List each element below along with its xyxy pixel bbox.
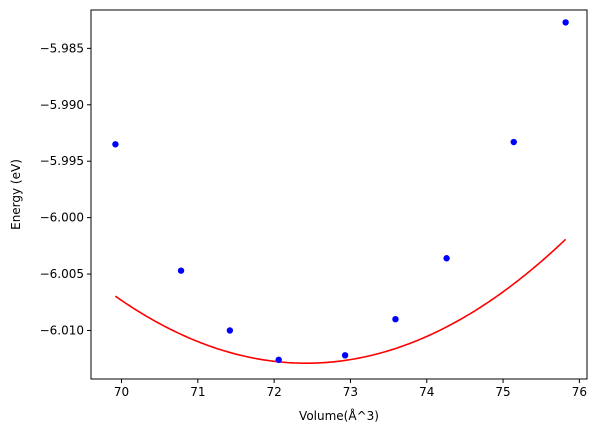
fit-curve-line [114, 238, 567, 364]
x-tick-label: 75 [495, 385, 510, 399]
fit-curve-layer [114, 238, 567, 364]
data-point [341, 352, 349, 359]
x-tick-label: 71 [190, 385, 205, 399]
y-tick-label: −6.005 [40, 267, 84, 281]
x-axis-label: Volume(Å^3) [299, 408, 379, 423]
data-point [226, 327, 234, 334]
x-tick-label: 76 [572, 385, 587, 399]
data-point [392, 315, 399, 323]
data-points-layer [112, 19, 569, 364]
x-axis-ticks: 70 71 72 73 74 75 76 [114, 379, 587, 399]
data-point [275, 356, 282, 364]
data-point [510, 138, 517, 146]
data-point [443, 255, 450, 262]
y-axis-label: Energy (eV) [9, 159, 23, 230]
plot-frame [90, 9, 588, 380]
y-tick-label: −6.010 [40, 323, 84, 337]
x-tick-label: 70 [114, 385, 129, 399]
x-tick-label: 73 [343, 385, 358, 399]
x-tick-label: 74 [419, 385, 434, 399]
y-tick-label: −5.990 [40, 98, 84, 112]
y-tick-label: −6.000 [40, 211, 84, 225]
data-point [562, 19, 569, 26]
y-tick-label: −5.995 [40, 154, 84, 168]
x-tick-label: 72 [266, 385, 281, 399]
y-tick-label: −5.985 [40, 41, 84, 55]
data-point [177, 267, 185, 274]
data-point [112, 141, 119, 148]
y-axis-ticks: −6.010 −6.005 −6.000 −5.995 −5.990 −5.985 [40, 41, 91, 337]
